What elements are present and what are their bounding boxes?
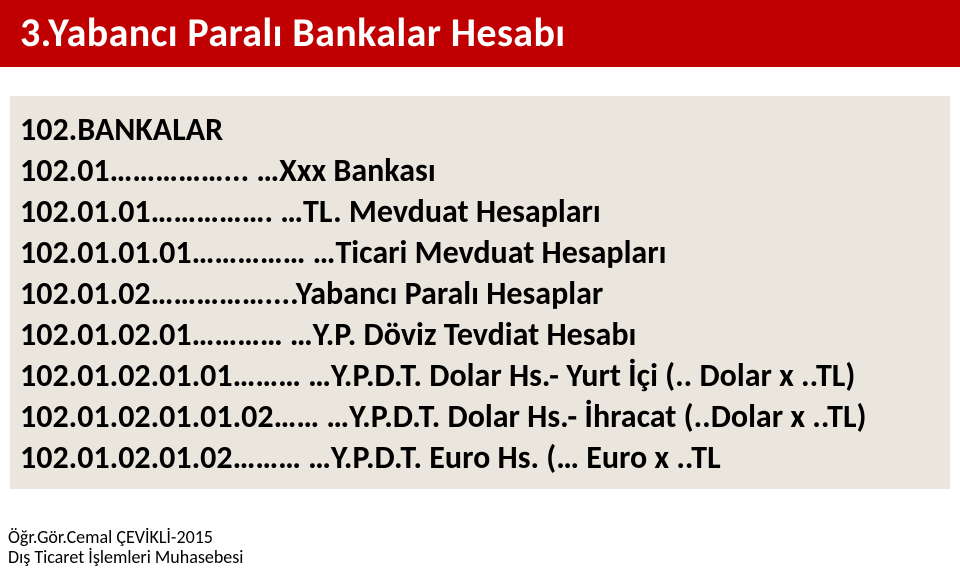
body-line: 102.01.02.01.02……… …Y.P.D.T. Euro Hs. (……: [20, 438, 940, 479]
footer-block: Öğr.Gör.Cemal ÇEVİKLİ-2015 Dış Ticaret İ…: [8, 527, 243, 568]
body-line: 102.01.01……………. …TL. Mevduat Hesapları: [20, 192, 940, 233]
footer-subtitle: Dış Ticaret İşlemleri Muhasebesi: [8, 547, 243, 568]
body-block: 102.BANKALAR 102.01……………... …Xxx Bankası…: [10, 96, 950, 489]
body-line: 102.01.02.01.01.02…… …Y.P.D.T. Dolar Hs.…: [20, 397, 940, 438]
footer-author: Öğr.Gör.Cemal ÇEVİKLİ-2015: [8, 527, 243, 548]
body-line: 102.01.02.01………… …Y.P. Döviz Tevdiat Hes…: [20, 315, 940, 356]
slide-title: 3.Yabancı Paralı Bankalar Hesabı: [20, 8, 940, 57]
body-line: 102.01……………... …Xxx Bankası: [20, 151, 940, 192]
body-line: 102.01.02.01.01……… …Y.P.D.T. Dolar Hs.- …: [20, 356, 940, 397]
body-line: 102.01.02……………....Yabancı Paralı Hesapla…: [20, 274, 940, 315]
body-line: 102.BANKALAR: [20, 110, 940, 151]
title-bar: 3.Yabancı Paralı Bankalar Hesabı: [0, 0, 960, 67]
body-line: 102.01.01.01…………… …Ticari Mevduat Hesapl…: [20, 233, 940, 274]
